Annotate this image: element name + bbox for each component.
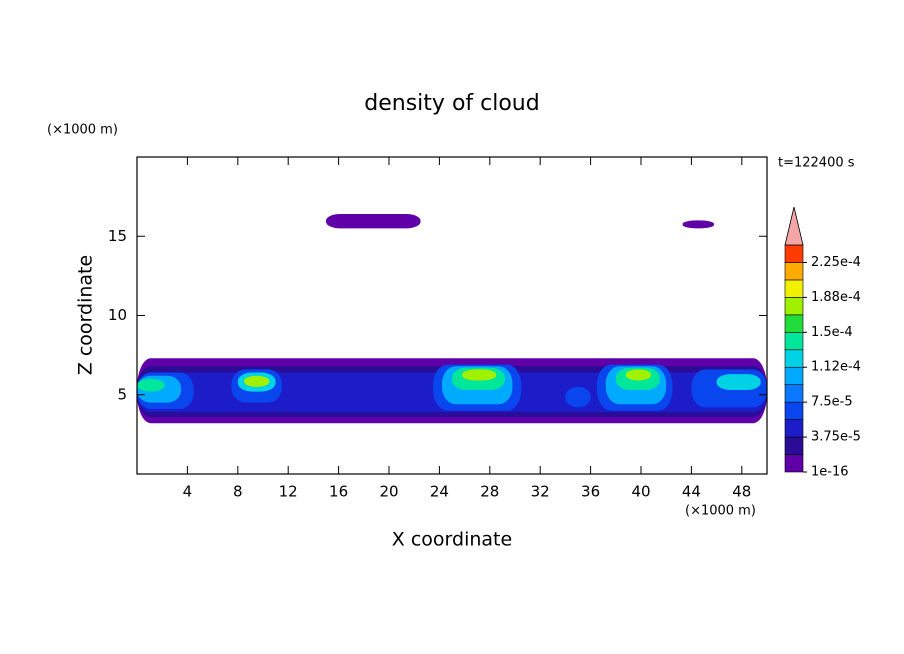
- colorbar-band: [784, 279, 804, 298]
- contour-region: [462, 369, 497, 381]
- contour-region: [625, 369, 652, 381]
- y-tick-label: 15: [108, 227, 127, 245]
- x-tick-label: 44: [682, 483, 701, 501]
- colorbar-label: 1.88e-4: [811, 290, 861, 305]
- x-tick-label: 4: [183, 483, 193, 501]
- colorbar-band: [784, 401, 804, 420]
- colorbar-label: 2.25e-4: [811, 255, 861, 270]
- colorbar-band: [784, 262, 804, 281]
- colorbar-label: 3.75e-5: [811, 430, 861, 445]
- colorbar-label: 1e-16: [811, 465, 849, 480]
- colorbar-band: [784, 349, 804, 368]
- colorbar-band: [784, 454, 804, 473]
- chart-title: density of cloud: [364, 91, 539, 116]
- plot-frame: [136, 156, 768, 475]
- contour-region: [682, 220, 715, 229]
- colorbar-band: [784, 384, 804, 403]
- x-unit: (×1000 m): [685, 504, 756, 519]
- x-axis-title: X coordinate: [392, 529, 512, 551]
- colorbar-band: [784, 366, 804, 385]
- colorbar-extend: [784, 206, 804, 246]
- y-axis-title: Z coordinate: [75, 255, 97, 375]
- x-tick-label: 16: [329, 483, 348, 501]
- contour-field: [137, 214, 767, 424]
- x-tick-label: 32: [531, 483, 550, 501]
- x-tick-label: 20: [379, 483, 398, 501]
- x-tick-label: 28: [480, 483, 499, 501]
- y-unit: (×1000 m): [47, 123, 118, 138]
- colorbar-label: 1.5e-4: [811, 325, 853, 340]
- x-tick-label: 36: [581, 483, 600, 501]
- x-tick-label: 12: [279, 483, 298, 501]
- contour-region: [137, 378, 165, 392]
- colorbar-label: 1.12e-4: [811, 360, 861, 375]
- x-tick-label: 8: [233, 483, 243, 501]
- colorbar-band: [784, 314, 804, 333]
- x-tick-label: 40: [631, 483, 650, 501]
- y-tick-label: 10: [108, 306, 127, 324]
- colorbar-label: 7.5e-5: [811, 395, 853, 410]
- colorbar-band: [784, 297, 804, 316]
- x-tick-label: 48: [732, 483, 751, 501]
- time-label: t=122400 s: [778, 156, 855, 171]
- colorbar-band: [784, 419, 804, 438]
- colorbar-band: [784, 244, 804, 263]
- contour-region: [244, 375, 270, 387]
- colorbar-band: [784, 332, 804, 351]
- colorbar-band: [784, 436, 804, 455]
- contour-region: [716, 374, 761, 390]
- contour-region: [565, 386, 591, 408]
- contour-region: [326, 214, 421, 229]
- x-tick-label: 24: [430, 483, 449, 501]
- y-tick-label: 5: [117, 385, 127, 403]
